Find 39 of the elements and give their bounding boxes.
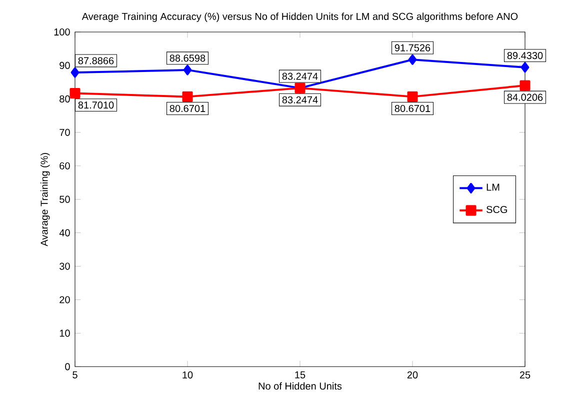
data-label: 87.8866 [78,57,114,64]
y-tick-label: 80 [60,95,70,102]
point [70,88,80,99]
point [520,62,530,73]
y-tick-label: 20 [60,296,70,304]
legend-label: SCG [486,206,507,214]
data-label: 80.6701 [170,104,206,112]
data-label: 89.4330 [507,52,543,60]
x-tick-label: 10 [182,371,193,378]
data-label: 81.7010 [78,102,114,109]
data-label: 80.6701 [394,104,430,112]
y-tick-label: 50 [60,196,70,203]
y-tick-label: 100 [54,28,70,36]
legend-label: LM [486,184,500,191]
point [183,64,192,76]
data-label: 84.0206 [507,94,543,101]
chart-title: Average Training Accuracy (%) versus No of Hidden Units for LM and SCG algorithms before ANO [82,12,518,22]
x-tick-label: 5 [72,371,78,378]
point [182,91,193,102]
data-label: 83.2474 [282,96,318,104]
data-label: 88.6598 [170,54,206,62]
point [408,54,417,65]
x-tick-label: 25 [520,371,530,378]
data-label: 91.7526 [394,44,430,52]
y-tick-label: 70 [60,128,70,136]
y-tick-label: 0 [65,363,70,370]
y-tick-label: 60 [60,162,70,170]
y-axis-title: Avarage Training (%) [40,153,50,246]
point [520,80,530,91]
y-tick-label: 40 [59,229,70,236]
y-tick-label: 10 [60,330,70,337]
x-tick-label: 15 [295,371,306,378]
y-tick-label: 30 [60,262,70,270]
point [70,67,80,78]
x-axis-title: No of Hidden Units [258,382,342,390]
point [407,91,418,102]
data-label: 83.2474 [282,72,318,80]
y-tick-label: 90 [60,62,70,70]
x-tick-label: 20 [407,371,418,378]
